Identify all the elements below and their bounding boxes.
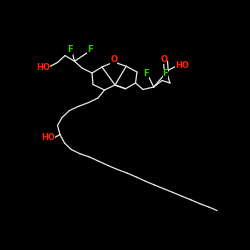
- Text: F: F: [87, 46, 93, 54]
- Text: O: O: [110, 55, 117, 64]
- Text: F: F: [144, 69, 149, 78]
- Text: HO: HO: [175, 60, 189, 70]
- Text: HO: HO: [36, 64, 50, 72]
- Text: O: O: [160, 55, 167, 64]
- Text: F: F: [68, 46, 73, 54]
- Text: F: F: [163, 68, 168, 78]
- Text: HO: HO: [41, 134, 55, 142]
